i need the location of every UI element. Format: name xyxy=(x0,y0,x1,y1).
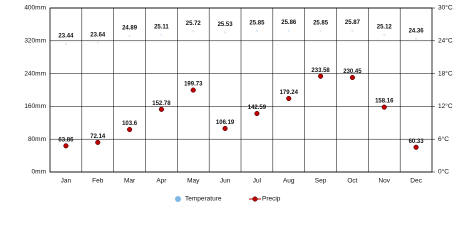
y-tick-label: 160mm xyxy=(24,103,46,110)
precip-point xyxy=(95,139,101,145)
precip-point xyxy=(413,144,419,150)
precip-point xyxy=(190,87,196,93)
data-label: 152.78 xyxy=(152,101,171,107)
data-label: 72.14 xyxy=(90,134,106,140)
precip-point xyxy=(127,126,133,133)
precip-point xyxy=(286,95,292,102)
data-label: 24.36 xyxy=(409,28,425,34)
x-tick-label: Oct xyxy=(347,178,357,185)
legend-label: Precip xyxy=(262,196,281,203)
precip-point xyxy=(381,104,387,110)
legend-label: Temperature xyxy=(185,196,222,203)
temperature-point xyxy=(223,31,227,34)
chart: 0mm 80mm 160mm 240mm 320mm 400mm 0°C 6°C 12°C 18°… xyxy=(24,4,453,203)
data-label: 25.85 xyxy=(313,20,329,26)
temperature-point xyxy=(383,33,386,36)
data-label: 106.19 xyxy=(216,120,235,126)
x-tick-label: Mar xyxy=(124,178,136,185)
data-label: 63.86 xyxy=(58,137,74,143)
temperature-point xyxy=(255,29,259,32)
temperature-point xyxy=(64,42,68,46)
data-label: 179.24 xyxy=(280,90,299,96)
data-label: 25.86 xyxy=(281,20,297,26)
x-tick-label: Jan xyxy=(61,178,72,185)
data-label: 230.45 xyxy=(343,69,362,75)
x-tick-label: Feb xyxy=(92,178,104,185)
y-tick-label: 400mm xyxy=(24,5,46,12)
data-label: 23.44 xyxy=(58,33,74,39)
data-label: 25.11 xyxy=(154,24,169,30)
precip-point xyxy=(254,110,260,117)
y-tick-label: 320mm xyxy=(24,38,46,45)
precip-point xyxy=(63,143,69,149)
temperature-point xyxy=(287,29,290,32)
legend-swatch xyxy=(252,196,258,202)
x-tick-label: Sep xyxy=(315,178,327,185)
precip-point xyxy=(222,125,228,132)
precip-point xyxy=(318,73,324,79)
data-label: 60.33 xyxy=(409,139,425,145)
y2-tick-label: 0°C xyxy=(438,168,449,176)
temperature-point xyxy=(96,41,99,44)
data-label: 25.85 xyxy=(249,20,265,26)
data-label: 25.87 xyxy=(345,20,361,26)
data-label: 158.16 xyxy=(375,99,394,105)
y2-tick-label: 6°C xyxy=(438,135,449,143)
x-tick-label: Jul xyxy=(253,178,262,185)
temperature-point xyxy=(160,33,163,36)
x-tick-label: Jun xyxy=(220,178,231,185)
data-label: 25.72 xyxy=(186,21,202,27)
data-label: 24.89 xyxy=(122,26,138,32)
temperature-point xyxy=(128,34,131,38)
data-label: 23.64 xyxy=(90,32,106,38)
data-label: 25.12 xyxy=(377,24,393,30)
x-tick-label: Apr xyxy=(156,178,167,185)
temperature-point xyxy=(351,29,354,32)
data-label: 103.6 xyxy=(122,121,138,127)
y2-tick-label: 30°C xyxy=(438,4,453,12)
temperature-point xyxy=(319,29,322,32)
x-tick-label: Aug xyxy=(283,178,295,185)
y2-tick-label: 18°C xyxy=(438,69,453,77)
data-label: 233.58 xyxy=(311,68,330,74)
data-label: 25.53 xyxy=(218,22,234,28)
precip-point xyxy=(158,106,164,112)
y-tick-label: 240mm xyxy=(24,70,46,77)
temperature-point xyxy=(414,37,418,41)
legend-swatch xyxy=(175,196,181,202)
x-tick-label: May xyxy=(187,178,200,185)
x-tick-label: Nov xyxy=(378,178,390,185)
temperature-point xyxy=(192,30,195,33)
data-label: 199.73 xyxy=(184,82,203,88)
x-tick-label: Dec xyxy=(410,178,422,185)
y2-tick-label: 12°C xyxy=(438,102,453,110)
y-tick-label: 0mm xyxy=(32,169,46,176)
precip-point xyxy=(349,74,355,81)
y2-tick-label: 24°C xyxy=(438,37,453,45)
y-tick-label: 80mm xyxy=(28,136,46,143)
data-label: 142.59 xyxy=(248,105,267,111)
